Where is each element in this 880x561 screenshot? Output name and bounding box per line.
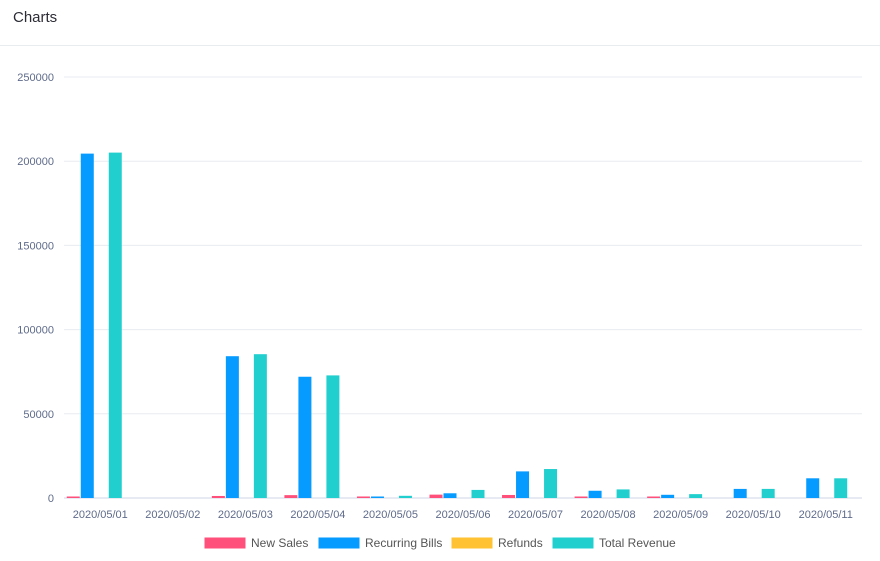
legend-label: Recurring Bills [365, 536, 442, 550]
bar-recurring-bills[interactable] [516, 471, 530, 498]
x-tick-label: 2020/05/10 [726, 509, 781, 521]
y-tick-label: 0 [48, 493, 54, 505]
y-tick-label: 150000 [17, 240, 54, 252]
bar-new-sales[interactable] [211, 495, 225, 498]
legend-swatch [551, 536, 595, 550]
grid-lines [64, 76, 862, 499]
bar-chart: 0 50000 100000 150000 200000 250000 2020/05/0… [17, 72, 862, 550]
bar-total-revenue[interactable] [544, 469, 558, 498]
x-tick-label: 2020/05/01 [73, 509, 128, 521]
card-header: Charts [0, 0, 880, 46]
bar-recurring-bills[interactable] [298, 376, 312, 498]
bar-total-revenue[interactable] [471, 489, 485, 498]
y-tick-label: 100000 [17, 325, 54, 337]
x-axis: 2020/05/01 2020/05/02 2020/05/03 2020/05/04… [73, 509, 853, 521]
legend-item-refunds[interactable]: Refunds [450, 536, 543, 550]
x-tick-label: 2020/05/06 [435, 509, 490, 521]
bar-new-sales[interactable] [66, 496, 80, 499]
bar-recurring-bills[interactable] [588, 490, 602, 498]
legend-swatch [450, 536, 494, 550]
bar-total-revenue[interactable] [398, 495, 412, 498]
bar-total-revenue[interactable] [689, 494, 703, 498]
legend: New Sales Recurring Bills Refunds Total Rev… [203, 536, 676, 550]
bar-total-revenue[interactable] [834, 478, 848, 498]
legend-item-recurring-bills[interactable]: Recurring Bills [317, 536, 442, 550]
bar-recurring-bills[interactable] [225, 356, 239, 498]
bars [66, 152, 848, 499]
x-tick-label: 2020/05/05 [363, 509, 418, 521]
bar-new-sales[interactable] [574, 496, 588, 499]
bar-recurring-bills[interactable] [443, 493, 457, 498]
bar-total-revenue[interactable] [253, 354, 267, 498]
y-axis: 0 50000 100000 150000 200000 250000 [17, 72, 54, 505]
legend-swatch [203, 536, 247, 550]
bar-recurring-bills[interactable] [80, 153, 94, 498]
legend-label: Total Revenue [599, 536, 676, 550]
bar-new-sales[interactable] [502, 494, 516, 498]
legend-item-new-sales[interactable]: New Sales [203, 536, 308, 550]
y-tick-label: 50000 [23, 409, 54, 421]
bar-total-revenue[interactable] [616, 489, 630, 498]
bar-total-revenue[interactable] [108, 152, 122, 498]
x-tick-label: 2020/05/08 [581, 509, 636, 521]
legend-item-total-revenue[interactable]: Total Revenue [551, 536, 676, 550]
y-tick-label: 250000 [17, 72, 54, 84]
x-tick-label: 2020/05/07 [508, 509, 563, 521]
bar-recurring-bills[interactable] [370, 496, 384, 499]
x-tick-label: 2020/05/03 [218, 509, 273, 521]
bar-recurring-bills[interactable] [733, 488, 747, 498]
bar-new-sales[interactable] [356, 496, 370, 498]
legend-label: Refunds [498, 536, 543, 550]
x-tick-label: 2020/05/09 [653, 509, 708, 521]
bar-recurring-bills[interactable] [806, 478, 820, 498]
x-tick-label: 2020/05/11 [799, 509, 853, 521]
legend-swatch [317, 536, 361, 550]
y-tick-label: 200000 [17, 156, 54, 168]
x-tick-label: 2020/05/04 [290, 509, 345, 521]
page-title: Charts [13, 9, 58, 26]
bar-total-revenue[interactable] [761, 488, 775, 498]
bar-new-sales[interactable] [284, 495, 298, 498]
bar-total-revenue[interactable] [326, 375, 340, 498]
bar-new-sales[interactable] [429, 494, 443, 498]
bar-recurring-bills[interactable] [661, 494, 675, 498]
legend-label: New Sales [251, 536, 308, 550]
x-tick-label: 2020/05/02 [145, 509, 200, 521]
bar-new-sales[interactable] [647, 496, 661, 499]
